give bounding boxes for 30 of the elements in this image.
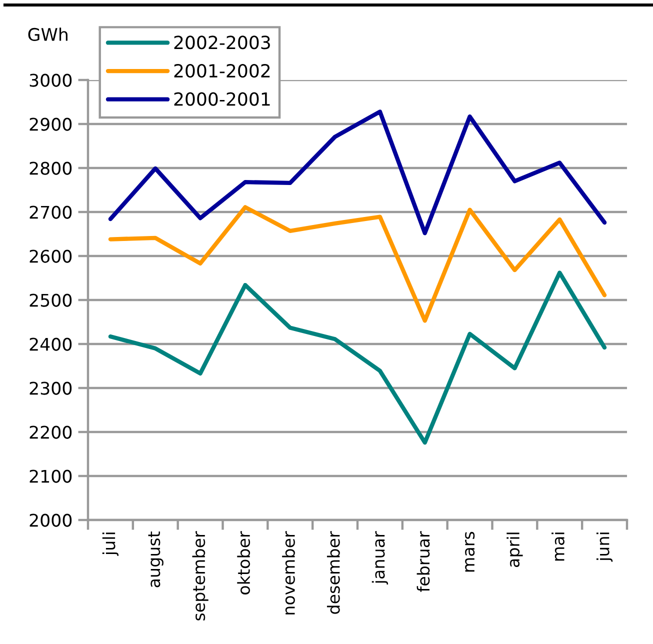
- y-tick-label: 2000: [30, 514, 72, 527]
- x-tick-label: september: [192, 531, 208, 620]
- y-tick-label: 2600: [30, 250, 72, 263]
- x-tick-label: juli: [102, 532, 119, 556]
- y-tick-label: 2900: [30, 118, 72, 131]
- x-tick-label: april: [506, 532, 523, 568]
- line-series: [108, 270, 607, 445]
- y-tick-label: 2100: [30, 470, 72, 483]
- y-tick-label: 2500: [30, 294, 72, 307]
- x-tick-label: februar: [416, 531, 430, 592]
- x-tick-label: juni: [596, 532, 613, 562]
- x-tick-label: desember: [326, 531, 340, 614]
- y-tick-label: 2300: [30, 382, 72, 395]
- y-tick-label: 2400: [30, 338, 72, 351]
- line-series: [108, 110, 607, 236]
- x-tick-label: august: [148, 532, 164, 588]
- x-tick-label: mars: [465, 532, 475, 572]
- x-tick-label: oktober: [237, 531, 250, 594]
- legend-label: 2000-2001: [174, 92, 270, 106]
- x-tick-label: mai: [552, 532, 564, 561]
- line-series: [108, 205, 607, 323]
- y-tick-label: 2800: [30, 162, 72, 175]
- x-tick-label: november: [282, 531, 295, 614]
- legend-label: 2001-2002: [174, 64, 270, 78]
- y-tick-label: 2200: [30, 426, 72, 439]
- y-tick-label: 3000: [30, 74, 72, 87]
- y-tick-label: 2700: [30, 206, 72, 219]
- legend-label: 2002-2003: [174, 36, 270, 50]
- x-tick-label: januar: [372, 531, 388, 584]
- y-axis-title: GWh: [28, 28, 68, 42]
